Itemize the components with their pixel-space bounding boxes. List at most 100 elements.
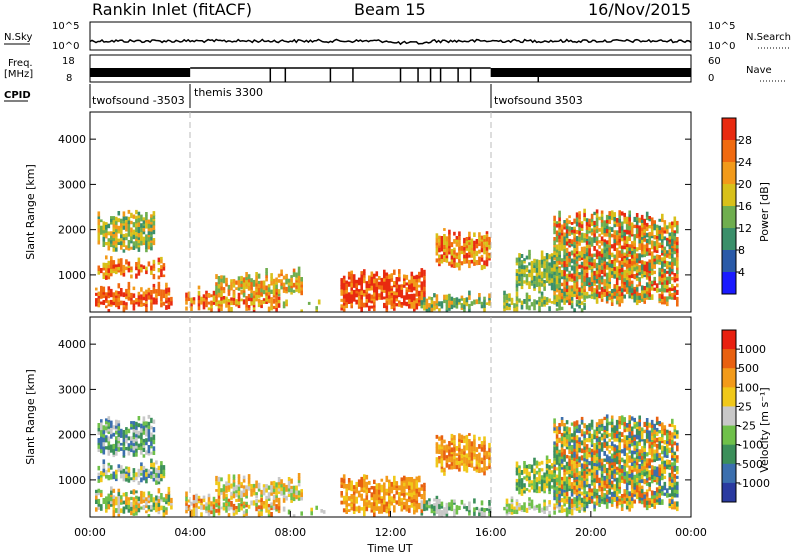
power-cell-434 xyxy=(205,290,208,294)
velocity-cell-494 xyxy=(227,513,231,517)
power-cell-2189 xyxy=(658,259,661,262)
power-cell-272 xyxy=(115,236,118,241)
power-cell-2293 xyxy=(671,241,674,246)
velocity-cell-2133 xyxy=(650,494,654,500)
velocity-cell-862 xyxy=(388,510,391,514)
power-cell-345 xyxy=(137,236,141,240)
velocity-cell-2105 xyxy=(645,438,649,444)
velocity-cell-798 xyxy=(365,492,369,496)
power-cell-2387 xyxy=(530,276,534,281)
power-cell-102 xyxy=(152,299,156,303)
power-cell-1384 xyxy=(560,292,564,297)
velocity-cell-13 xyxy=(100,489,103,494)
power-cell-656 xyxy=(285,290,288,294)
velocity-cell-1708 xyxy=(600,500,604,504)
power-cell-1037 xyxy=(463,308,466,312)
power-cell-1359 xyxy=(558,289,561,295)
power-cell-537 xyxy=(277,302,281,308)
power-cell-1424 xyxy=(565,288,569,293)
power-cell-1504 xyxy=(575,285,579,289)
velocity-cell-440 xyxy=(195,509,198,514)
power-cell-294 xyxy=(122,239,126,243)
power-cell-885 xyxy=(393,269,396,275)
velocity-cell-2350 xyxy=(518,478,521,483)
power-cell-1094 xyxy=(443,228,446,231)
power-cell-1248 xyxy=(515,300,519,305)
velocity-cell-656 xyxy=(270,484,273,490)
power-cell-515 xyxy=(262,300,266,304)
velocity-cell-1695 xyxy=(598,461,601,466)
velocity-cell-1936 xyxy=(625,445,629,451)
velocity-cell-1942 xyxy=(628,507,631,512)
power-cell-2280 xyxy=(671,293,674,298)
power-cell-1182 xyxy=(473,232,476,237)
velocity-cell-2010 xyxy=(635,489,639,493)
power-cell-2464 xyxy=(553,285,556,289)
power-cell-720 xyxy=(345,304,348,309)
power-cell-2323 xyxy=(676,277,679,282)
power-cell-2127 xyxy=(648,239,651,245)
power-cell-411 xyxy=(187,291,191,297)
velocity-cell-665 xyxy=(275,486,278,492)
velocity-cell-115 xyxy=(155,504,158,510)
power-cell-2065 xyxy=(640,234,644,237)
power-cell-1448 xyxy=(568,276,571,282)
power-cell-1375 xyxy=(558,231,561,236)
power-cell-734 xyxy=(347,271,351,277)
power-cell-359 xyxy=(140,214,143,219)
power-cell-925 xyxy=(408,294,411,300)
velocity-cell-1796 xyxy=(610,486,614,490)
velocity-cell-510 xyxy=(237,507,241,512)
power-cell-165 xyxy=(112,260,116,265)
power-cell-1805 xyxy=(610,295,614,299)
power-cell-1431 xyxy=(565,259,569,264)
power-cell-2303 xyxy=(673,286,677,291)
velocity-cell-1137 xyxy=(460,462,464,466)
velocity-cell-1236 xyxy=(508,507,511,512)
power-cell-74 xyxy=(135,298,138,302)
velocity-cell-2232 xyxy=(661,425,664,431)
power-cell-1728 xyxy=(600,230,604,235)
velocity-cell-1885 xyxy=(620,503,624,508)
power-cell-2362 xyxy=(520,266,524,270)
power-cell-1222 xyxy=(488,254,491,259)
power-cell-2363 xyxy=(520,264,524,267)
power-cell-1650 xyxy=(593,294,596,300)
power-cell-2360 xyxy=(520,273,524,277)
power-cell-503 xyxy=(252,299,256,306)
power-cell-2414 xyxy=(538,264,541,268)
power-cell-1707 xyxy=(598,240,601,244)
power-cell-1456 xyxy=(568,242,571,246)
power-cell-1719 xyxy=(600,265,604,270)
power-cell-614 xyxy=(260,288,263,293)
power-cell-1002 xyxy=(435,304,439,310)
power-cell-877 xyxy=(393,307,396,311)
power-cell-529 xyxy=(272,305,276,310)
velocity-cell-1850 xyxy=(615,459,619,465)
power-cell-1993 xyxy=(633,288,636,294)
power-cell-1062 xyxy=(488,297,491,301)
velocity-cell-2064 xyxy=(640,452,644,456)
power-cell-1939 xyxy=(625,246,629,252)
power-cell-183 xyxy=(127,265,131,268)
velocity-cell-337 xyxy=(125,427,128,430)
velocity-cell-97 xyxy=(145,504,148,508)
velocity-cell-978 xyxy=(420,512,424,516)
power-cell-1156 xyxy=(465,244,469,249)
velocity-cell-730 xyxy=(342,495,346,502)
velocity-cell-319 xyxy=(120,447,123,451)
velocity-cell-690 xyxy=(290,499,293,503)
power-cell-1565 xyxy=(583,299,586,302)
power-cell-46 xyxy=(120,300,123,306)
power-cell-842 xyxy=(383,281,386,286)
power-cell-497 xyxy=(250,300,253,306)
velocity-cell-1701 xyxy=(598,441,601,446)
power-cell-1859 xyxy=(615,222,619,227)
velocity-cell-1587 xyxy=(585,491,589,495)
power-cell-921 xyxy=(405,282,409,286)
velocity-cell-1911 xyxy=(623,459,626,464)
power-cell-1725 xyxy=(600,242,604,246)
power-cell-2178 xyxy=(655,227,659,233)
velocity-cell-637 xyxy=(255,492,258,496)
power-cell-2031 xyxy=(638,299,641,303)
